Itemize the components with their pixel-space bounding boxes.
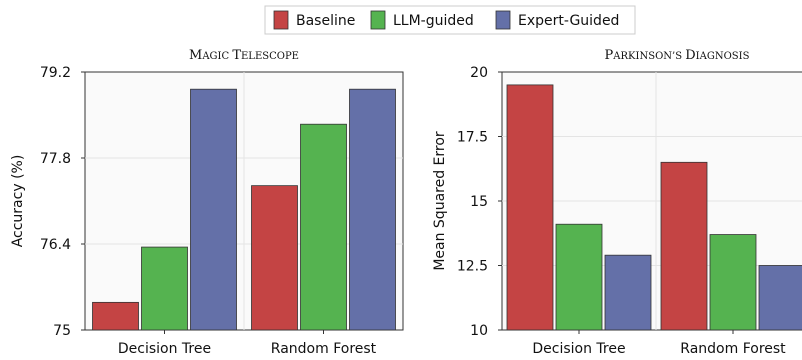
chart-title: PARKINSON’S DIAGNOSIS — [605, 48, 750, 63]
y-tick-label: 77.8 — [40, 151, 71, 167]
y-tick-label: 10 — [470, 323, 488, 339]
bar-expert-guided-random-forest — [758, 265, 802, 331]
y-tick-label: 15 — [470, 194, 488, 210]
x-tick-label: Random Forest — [271, 341, 377, 357]
legend-label-llm-guided: LLM-guided — [393, 13, 474, 29]
y-ticks: 10 12.5 15 17.5 20 — [457, 65, 502, 339]
bar-baseline-decision-tree — [92, 301, 139, 331]
legend-swatch-llm-guided — [370, 10, 386, 30]
bar-expert-guided-decision-tree — [190, 88, 237, 331]
x-ticks: Decision Tree Random Forest — [118, 330, 377, 357]
bar-baseline-decision-tree — [506, 84, 554, 331]
x-tick-label: Random Forest — [680, 341, 786, 357]
bar-llm-guided-decision-tree — [555, 223, 603, 331]
y-tick-label: 20 — [470, 65, 488, 81]
bar-baseline-random-forest — [660, 161, 708, 331]
x-ticks: Decision Tree Random Forest — [532, 330, 786, 357]
legend: Baseline LLM-guided Expert-Guided — [264, 5, 636, 35]
legend-label-baseline: Baseline — [296, 13, 355, 29]
y-tick-label: 12.5 — [457, 259, 488, 275]
legend-swatch-expert-guided — [495, 10, 511, 30]
bar-llm-guided-random-forest — [300, 123, 347, 331]
bar-llm-guided-random-forest — [709, 234, 757, 331]
y-tick-label: 76.4 — [40, 237, 71, 253]
bars — [92, 88, 396, 331]
bar-expert-guided-decision-tree — [604, 254, 652, 331]
y-ticks: 75 76.4 77.8 79.2 — [40, 65, 85, 339]
x-tick-label: Decision Tree — [532, 341, 625, 357]
x-tick-label: Decision Tree — [118, 341, 211, 357]
y-axis-label: Accuracy (%) — [10, 155, 26, 248]
chart-title: MAGIC TELESCOPE — [189, 48, 299, 63]
y-tick-label: 79.2 — [40, 65, 71, 81]
y-tick-label: 17.5 — [457, 130, 488, 146]
magic-telescope-panel: 75 76.4 77.8 79.2 Decision Tree Random Fores… — [10, 48, 404, 357]
bars — [506, 84, 802, 331]
y-axis-label: Mean Squared Error — [432, 131, 448, 271]
parkinsons-panel: 10 12.5 15 17.5 20 Decision Tree Random Fores… — [432, 48, 802, 357]
bar-baseline-random-forest — [251, 185, 298, 331]
legend-swatch-baseline — [273, 10, 289, 30]
legend-frame — [264, 5, 636, 35]
legend-label-expert-guided: Expert-Guided — [518, 13, 619, 29]
bar-expert-guided-random-forest — [349, 88, 396, 331]
y-tick-label: 75 — [53, 323, 71, 339]
bar-llm-guided-decision-tree — [141, 246, 188, 331]
